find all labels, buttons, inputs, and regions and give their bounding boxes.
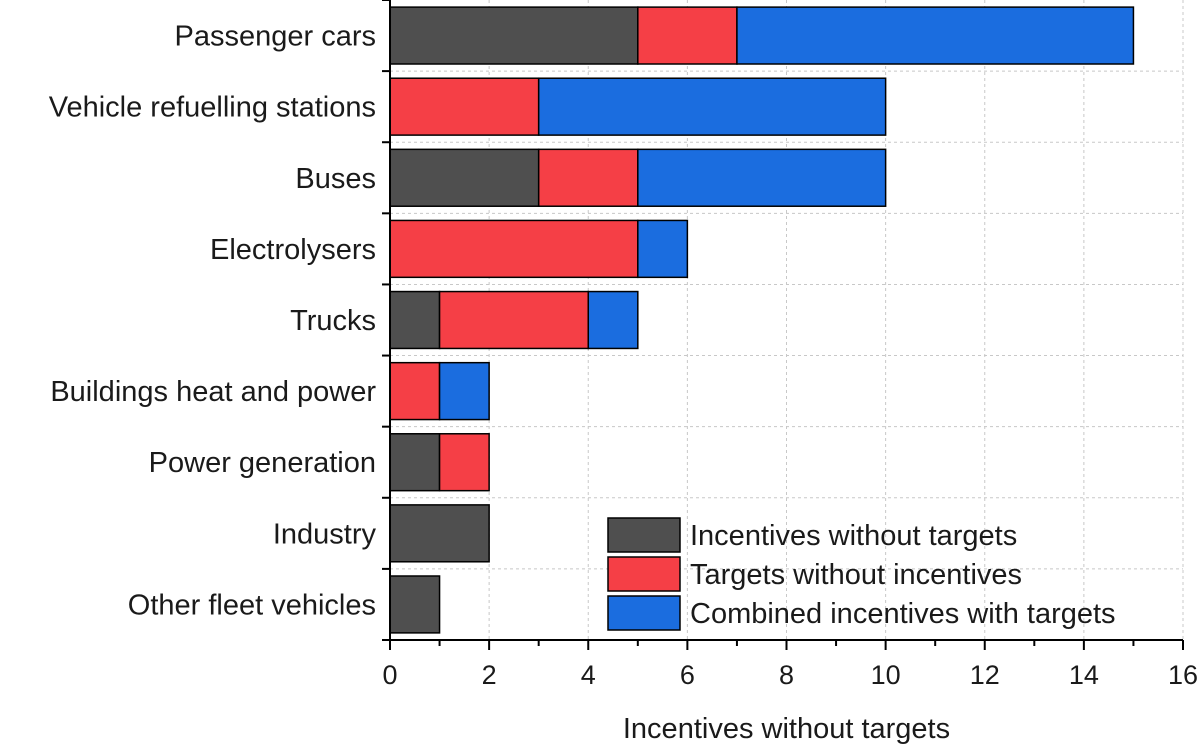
bars [389, 6, 1135, 634]
legend-label: Targets without incentives [690, 559, 1022, 591]
x-tick-label: 16 [1168, 660, 1198, 690]
legend-swatch [607, 595, 681, 631]
legend-label: Combined incentives with targets [690, 598, 1116, 630]
category-label: Electrolysers [210, 234, 376, 266]
category-label: Buildings heat and power [50, 376, 376, 408]
bar-segment [537, 148, 639, 207]
x-tick-label: 6 [680, 660, 695, 690]
bar-segment [637, 148, 887, 207]
category-label: Industry [273, 518, 377, 550]
bar-segment [537, 77, 887, 136]
bar-segment [438, 433, 490, 492]
x-tick-label: 14 [1069, 660, 1099, 690]
legend-swatch [607, 556, 681, 592]
bar-segment [389, 361, 441, 421]
bar-segment [389, 6, 639, 65]
x-tick-label: 8 [779, 660, 794, 690]
x-tick-label: 4 [581, 660, 596, 690]
category-labels: Passenger cars Vehicle refuelling station… [49, 21, 377, 622]
x-axis-title: Incentives without targets [623, 713, 950, 745]
bar-segment [438, 290, 589, 350]
bar-segment [389, 290, 441, 350]
x-tick-label: 0 [382, 660, 397, 690]
bar-segment [736, 6, 1135, 65]
category-label: Power generation [149, 447, 376, 479]
legend-label: Incentives without targets [690, 520, 1017, 552]
category-label: Trucks [290, 305, 376, 337]
category-label: Buses [295, 163, 376, 195]
bar-segment [389, 575, 441, 634]
bar-segment [438, 361, 490, 421]
bar-segment [389, 433, 441, 492]
legend-swatch [607, 517, 681, 553]
category-label: Other fleet vehicles [128, 589, 376, 621]
bar-segment [389, 148, 540, 207]
bar-segment [389, 504, 490, 563]
category-label: Passenger cars [175, 21, 377, 53]
x-tick-labels: 0 2 4 6 8 10 12 14 16 [382, 660, 1198, 690]
bar-segment [389, 219, 639, 279]
bar-segment [389, 77, 540, 136]
x-tick-label: 12 [970, 660, 1000, 690]
bar-segment [587, 290, 639, 350]
category-label: Vehicle refuelling stations [49, 92, 376, 124]
axes [382, 0, 1184, 650]
legend: Incentives without targets Targets withou… [607, 517, 1116, 631]
x-tick-label: 2 [482, 660, 497, 690]
x-tick-label: 10 [871, 660, 901, 690]
bar-segment [637, 6, 738, 65]
bar-segment [637, 219, 689, 279]
gridlines [390, 0, 1184, 640]
